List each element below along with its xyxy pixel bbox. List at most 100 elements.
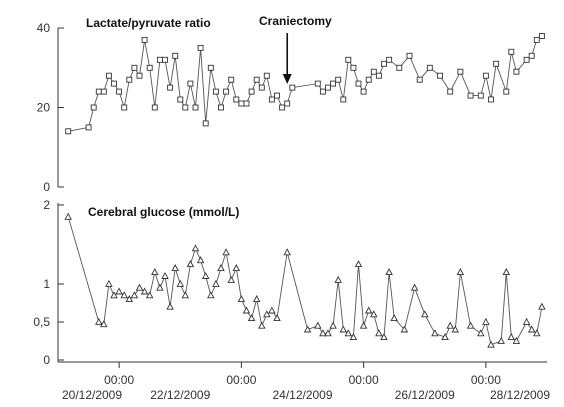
lactate-pyruvate-point	[319, 88, 326, 95]
x-date-label: 26/12/2009	[395, 388, 455, 402]
lower-y-ticks: 0 0,5 1 2	[33, 198, 64, 367]
lactate-pyruvate-point	[437, 72, 443, 79]
cerebral-glucose-point	[171, 264, 179, 272]
cerebral-glucose-point	[258, 321, 266, 329]
cerebral-glucose-point	[191, 244, 200, 252]
cerebral-glucose-point	[319, 329, 327, 337]
upper-y-tick-label: 0	[43, 180, 50, 194]
lactate-pyruvate-point	[126, 76, 133, 83]
cerebral-glucose-point	[349, 333, 358, 341]
lactate-pyruvate-point	[325, 84, 331, 91]
cerebral-glucose-point	[527, 325, 536, 333]
lactate-pyruvate-point	[207, 64, 214, 71]
x-date-label: 20/12/2009	[62, 388, 122, 402]
cerebral-glucose-point	[252, 295, 261, 303]
x-date-label: 24/12/2009	[272, 388, 332, 402]
cerebral-glucose-point	[487, 340, 495, 348]
cerebral-glucose-point	[120, 291, 128, 299]
lactate-pyruvate-point	[508, 48, 515, 55]
lactate-pyruvate-point	[426, 64, 433, 71]
lactate-pyruvate-point	[100, 88, 107, 95]
cerebral-glucose-point	[181, 291, 190, 299]
lactate-pyruvate-point	[162, 56, 168, 63]
cerebral-glucose-point	[176, 279, 185, 287]
x-tick-time-label: 00:00	[471, 373, 501, 387]
lactate-pyruvate-point	[503, 88, 510, 95]
lactate-pyruvate-point	[381, 60, 387, 67]
lactate-pyruvate-point	[238, 100, 245, 107]
lactate-pyruvate-point	[121, 104, 128, 111]
cerebral-glucose-point	[273, 314, 281, 322]
lactate-pyruvate-point	[218, 104, 224, 111]
lactate-pyruvate-point	[538, 33, 545, 39]
lactate-pyruvate-point	[523, 56, 530, 63]
cerebral-glucose-point	[125, 295, 134, 303]
cerebral-glucose-point	[477, 329, 485, 337]
lactate-pyruvate-point	[477, 92, 484, 99]
lactate-pyruvate-point	[365, 76, 372, 83]
lactate-pyruvate-point	[279, 104, 286, 111]
lactate-pyruvate-point	[447, 88, 454, 95]
cerebral-glucose-point	[329, 321, 337, 329]
cerebral-glucose-point	[268, 306, 276, 314]
cerebral-glucose-point	[364, 306, 373, 314]
cerebral-glucose-point	[533, 329, 541, 337]
lactate-pyruvate-point	[263, 72, 270, 79]
cerebral-glucose-point	[186, 260, 195, 268]
lactate-pyruvate-point	[85, 124, 92, 131]
lactate-pyruvate-point	[228, 76, 235, 83]
lactate-pyruvate-point	[284, 100, 291, 107]
lactate-pyruvate-point	[493, 60, 500, 67]
lactate-pyruvate-point	[386, 56, 393, 63]
lactate-pyruvate-point	[182, 104, 189, 111]
cerebral-glucose-point	[196, 256, 205, 264]
cerebral-glucose-point	[115, 287, 123, 295]
cerebral-glucose-point	[390, 314, 398, 322]
cerebral-glucose-point	[314, 321, 322, 329]
lactate-pyruvate-point	[223, 88, 230, 95]
cerebral-glucose-point	[227, 275, 235, 283]
lactate-pyruvate-point	[330, 80, 337, 87]
lactate-pyruvate-point	[192, 104, 199, 111]
lactate-pyruvate-point	[248, 88, 255, 95]
lactate-pyruvate-point	[197, 44, 204, 51]
lactate-pyruvate-panel: 0 20 40 Lactate/pyruvate ratio Craniectomy	[37, 14, 545, 194]
lactate-pyruvate-point	[95, 88, 102, 95]
cerebral-glucose-point	[156, 283, 164, 291]
cerebral-glucose-point	[380, 333, 388, 341]
x-date-label: 28/12/2009	[490, 388, 550, 402]
lactate-pyruvate-point	[488, 96, 494, 103]
cerebral-glucose-point	[375, 329, 383, 337]
lower-y-tick-label: 0	[43, 353, 50, 367]
cerebral-glucose-point	[538, 302, 546, 310]
lactate-pyruvate-series	[65, 33, 545, 135]
cerebral-glucose-point	[456, 268, 465, 276]
cerebral-glucose-point	[237, 295, 246, 303]
x-tick-time-label: 00:00	[349, 373, 379, 387]
cerebral-glucose-point	[359, 321, 368, 329]
upper-y-tick-label: 40	[37, 21, 51, 35]
cerebral-glucose-point	[370, 310, 378, 318]
lactate-pyruvate-point	[105, 72, 112, 79]
cerebral-glucose-point	[207, 291, 215, 299]
cerebral-glucose-point	[303, 325, 312, 333]
lactate-pyruvate-point	[90, 104, 97, 111]
cerebral-glucose-point	[166, 302, 174, 310]
cerebral-glucose-point	[140, 287, 149, 295]
cerebral-glucose-point	[522, 317, 531, 325]
cerebral-glucose-point	[482, 317, 490, 325]
lactate-pyruvate-point	[268, 96, 275, 103]
cerebral-glucose-point	[410, 283, 419, 291]
cerebral-glucose-point	[100, 320, 108, 328]
cerebral-glucose-point	[497, 336, 505, 344]
x-tick-time-label: 00:00	[104, 373, 134, 387]
upper-y-ticks: 0 20 40	[37, 21, 64, 194]
lactate-pyruvate-point	[370, 68, 377, 75]
lactate-pyruvate-point	[233, 96, 240, 103]
cerebral-glucose-point	[217, 264, 225, 272]
cerebral-glucose-point	[64, 212, 72, 220]
craniectomy-arrow	[282, 33, 292, 84]
cerebral-glucose-point	[130, 291, 139, 299]
